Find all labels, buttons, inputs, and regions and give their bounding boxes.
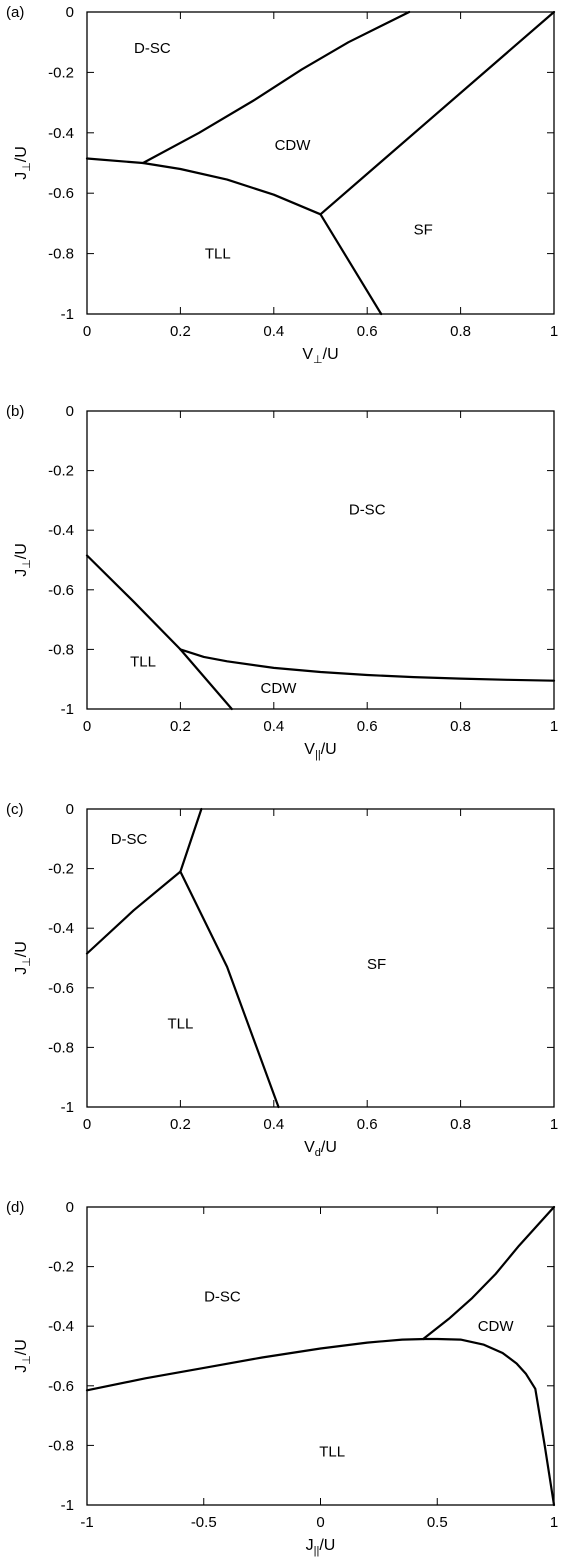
y-tick-label: -0.2: [48, 463, 74, 480]
x-tick-label: 0.6: [357, 1116, 378, 1133]
x-tick-label: 0.2: [170, 323, 191, 340]
phase-boundary-line: [141, 10, 411, 165]
y-tick-label: -0.8: [48, 1437, 74, 1454]
y-tick-label: -0.6: [48, 980, 74, 997]
y-tick-label: -0.8: [48, 1039, 74, 1056]
y-tick-label: -0.4: [48, 1318, 74, 1335]
y-tick-label: -1: [61, 1099, 74, 1116]
phase-region-label: TLL: [205, 246, 231, 263]
phase-region-label: D-SC: [349, 501, 386, 518]
phase-boundary-line: [179, 648, 556, 682]
phase-region-label: SF: [414, 221, 433, 238]
x-axis-label: V||/U: [304, 741, 336, 761]
x-tick-label: -1: [80, 1514, 93, 1531]
x-tick-label: 0.4: [263, 1116, 284, 1133]
x-tick-label: 0.4: [263, 718, 284, 735]
y-tick-label: 0: [66, 4, 74, 21]
x-tick-label: 1: [550, 718, 558, 735]
plot-frame: [86, 11, 555, 315]
x-tick-label: 1: [550, 1116, 558, 1133]
y-axis-label: J⊥/U: [13, 543, 33, 577]
x-tick-label: 0.6: [357, 323, 378, 340]
y-tick-label: -0.8: [48, 641, 74, 658]
phase-boundary-line: [422, 1205, 556, 1341]
phase-region-label: CDW: [261, 680, 298, 697]
y-tick-label: -1: [61, 1497, 74, 1514]
x-tick-label: 0: [316, 1514, 324, 1531]
phase-region-label: TLL: [319, 1443, 345, 1460]
panel-label: (d): [6, 1199, 24, 1216]
phase-region-label: SF: [367, 956, 386, 973]
y-axis-label: J⊥/U: [13, 941, 33, 975]
phase-boundary-line: [179, 870, 280, 1109]
phase-region-label: D-SC: [111, 831, 148, 848]
phase-region-label: D-SC: [204, 1288, 241, 1305]
panel-label: (b): [6, 403, 24, 420]
phase-boundary-line: [319, 10, 556, 216]
x-tick-label: 1: [550, 1514, 558, 1531]
x-tick-label: 0.6: [357, 718, 378, 735]
y-tick-label: 0: [66, 1199, 74, 1216]
phase-region-label: CDW: [478, 1318, 515, 1335]
y-tick-label: -1: [61, 701, 74, 718]
plot-frame: [86, 410, 555, 710]
panel-label: (a): [6, 4, 24, 21]
x-tick-label: 0.5: [427, 1514, 448, 1531]
phase-region-label: TLL: [167, 1016, 193, 1033]
phase-boundary-line: [179, 648, 233, 711]
phase-region-label: D-SC: [134, 40, 171, 57]
x-tick-label: 0.2: [170, 1116, 191, 1133]
phase-region-label: TLL: [130, 653, 156, 670]
x-tick-label: 1: [550, 323, 558, 340]
panel-c: 0 0.2 0.4 0.6 0.8 1 0 -0.2 -0.4 -0.6 -0.8 -1 (c) Vd/U…: [6, 801, 558, 1159]
y-axis-label: J⊥/U: [13, 146, 33, 180]
x-tick-label: 0.4: [263, 323, 284, 340]
y-tick-label: -0.6: [48, 185, 74, 202]
y-tick-label: -0.4: [48, 522, 74, 539]
x-tick-label: 0: [83, 323, 91, 340]
phase-boundary-line: [85, 554, 182, 651]
y-tick-label: -0.2: [48, 861, 74, 878]
x-tick-label: 0.2: [170, 718, 191, 735]
y-tick-label: -0.4: [48, 920, 74, 937]
x-tick-label: 0.8: [450, 323, 471, 340]
phase-boundary-line: [85, 870, 182, 955]
y-tick-label: -0.2: [48, 64, 74, 81]
y-axis-label: J⊥/U: [13, 1339, 33, 1373]
phase-region-label: CDW: [275, 137, 312, 154]
x-axis-label: Vd/U: [304, 1139, 337, 1159]
x-tick-label: 0.8: [450, 718, 471, 735]
x-tick-label: -0.5: [191, 1514, 217, 1531]
phase-boundary-line: [85, 157, 322, 216]
x-tick-label: 0: [83, 718, 91, 735]
x-axis-label: J||/U: [306, 1537, 336, 1557]
panel-b: 0 0.2 0.4 0.6 0.8 1 0 -0.2 -0.4 -0.6 -0.8 -1 (b) V||/…: [6, 403, 558, 761]
y-tick-label: -1: [61, 306, 74, 323]
phase-boundary-line: [179, 807, 203, 873]
y-tick-label: -0.8: [48, 246, 74, 263]
y-tick-label: -0.2: [48, 1259, 74, 1276]
panel-d: -1 -0.5 0 0.5 1 0 -0.2 -0.4 -0.6 -0.8 -1 (d) J||/U J⊥…: [6, 1199, 558, 1557]
phase-boundary-line: [319, 213, 383, 316]
panel-label: (c): [6, 801, 24, 818]
y-tick-label: -0.4: [48, 125, 74, 142]
y-tick-label: -0.6: [48, 1378, 74, 1395]
y-tick-label: -0.6: [48, 582, 74, 599]
x-axis-label: V⊥/U: [302, 346, 338, 366]
x-tick-label: 0.8: [450, 1116, 471, 1133]
y-tick-label: 0: [66, 403, 74, 420]
panel-a: 0 0.2 0.4 0.6 0.8 1 0 -0.2 -0.4 -0.6 -0.8 -1 (a) V⊥/U…: [6, 4, 558, 366]
x-tick-label: 0: [83, 1116, 91, 1133]
plot-frame: [86, 808, 555, 1108]
phase-boundary-line: [85, 1337, 556, 1507]
y-tick-label: 0: [66, 801, 74, 818]
